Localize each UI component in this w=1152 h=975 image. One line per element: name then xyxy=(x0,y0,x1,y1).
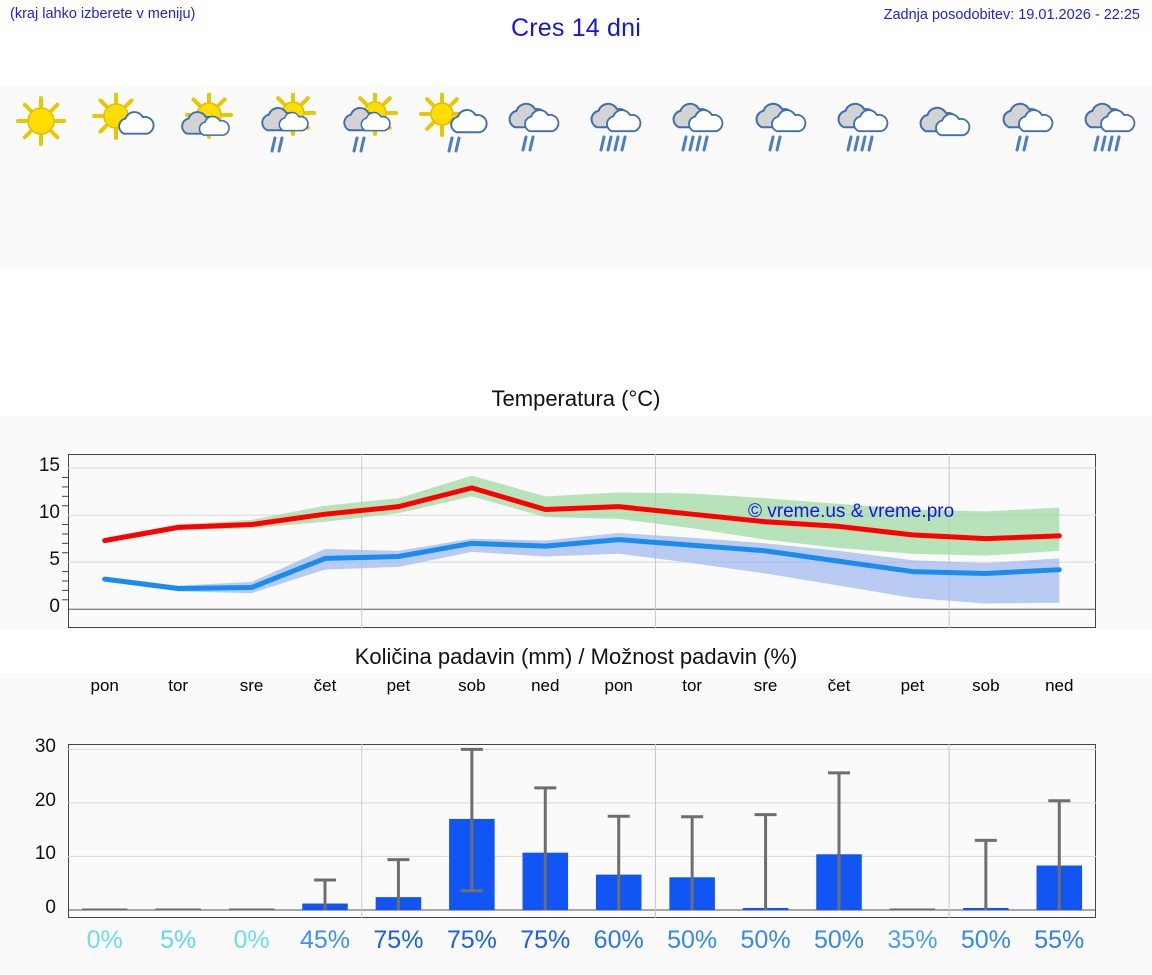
temperature-line xyxy=(102,537,1062,591)
precipitation-probability-label: 50% xyxy=(960,926,1011,954)
precipitation-day-label: čet xyxy=(313,676,337,695)
cloud-rain-heavy-icon xyxy=(580,93,654,155)
precipitation-bar xyxy=(889,908,936,910)
precipitation-day-label: ned xyxy=(1045,676,1074,695)
day-column[interactable] xyxy=(494,86,576,268)
day-column[interactable] xyxy=(329,86,411,268)
cloud-rain-light-icon xyxy=(992,93,1066,155)
precipitation-chart: pon tor sre čet pet sob ned pon tor sre čet pet sob n… xyxy=(0,673,1152,975)
precipitation-day-label: pon xyxy=(604,676,633,695)
precipitation-probability-label: 60% xyxy=(593,926,644,954)
location-menu-note[interactable]: (kraj lahko izberete v meniju) xyxy=(10,6,196,22)
cloudy-icon xyxy=(909,93,983,155)
precipitation-y-tick-label: 10 xyxy=(34,843,56,865)
temperature-chart: 0 5 10 15 © vreme.us & vreme.pro xyxy=(0,416,1152,630)
precipitation-day-label: tor xyxy=(682,676,703,695)
temperature-series-layer xyxy=(62,454,1096,628)
page-header: (kraj lahko izberete v meniju) Cres 14 d… xyxy=(0,0,1152,46)
day-column[interactable] xyxy=(165,86,247,268)
precipitation-chart-title: Količina padavin (mm) / Možnost padavin … xyxy=(0,640,1152,673)
temperature-uncertainty-band xyxy=(104,533,1060,604)
daily-forecast-strip xyxy=(0,86,1152,268)
cloud-sun-icon xyxy=(169,93,243,155)
sun-cloud-rain-icon xyxy=(416,93,490,155)
cloud-sun-rain-icon xyxy=(333,93,407,155)
temperature-y-tick-label: 15 xyxy=(38,455,60,477)
temperature-line xyxy=(102,485,1062,544)
precipitation-probability-label: 0% xyxy=(233,926,270,954)
cloud-rain-heavy-icon xyxy=(1074,93,1148,155)
precipitation-day-label: sob xyxy=(458,676,486,695)
precipitation-bar xyxy=(155,908,201,910)
precipitation-day-label: tor xyxy=(168,676,189,695)
day-column[interactable] xyxy=(82,86,164,268)
temperature-uncertainty-band xyxy=(104,475,1060,556)
day-column[interactable] xyxy=(576,86,658,268)
cloud-rain-heavy-icon xyxy=(827,93,901,155)
cloud-rain-light-icon xyxy=(498,93,572,155)
precipitation-probability-label: 75% xyxy=(520,926,571,954)
precipitation-day-label: ned xyxy=(531,676,560,695)
precipitation-day-label: sob xyxy=(972,676,1000,695)
precipitation-probability-label: 75% xyxy=(373,926,424,954)
cloud-rain-light-icon xyxy=(745,93,819,155)
precipitation-day-label: čet xyxy=(827,676,851,695)
temperature-chart-title: Temperatura (°C) xyxy=(0,382,1152,416)
precipitation-y-tick-label: 0 xyxy=(45,896,56,918)
precipitation-probability-label: 75% xyxy=(446,926,497,954)
precipitation-day-label: pet xyxy=(900,676,925,695)
precipitation-day-label: pon xyxy=(90,676,119,695)
day-column[interactable] xyxy=(247,86,329,268)
precipitation-y-tick-label: 20 xyxy=(34,789,56,811)
temperature-y-tick-label: 10 xyxy=(38,502,60,524)
precipitation-bar xyxy=(81,908,128,910)
precipitation-probability-label: 55% xyxy=(1034,926,1085,954)
day-column[interactable] xyxy=(741,86,823,268)
temperature-y-tick-label: 5 xyxy=(49,549,60,571)
temperature-chart-block: Temperatura (°C) 0 5 10 15 © vreme.us & vrem… xyxy=(0,382,1152,630)
precipitation-probability-label: 45% xyxy=(299,926,351,954)
precipitation-probability-label: 35% xyxy=(887,926,938,954)
precipitation-y-tick-label: 30 xyxy=(34,736,56,758)
sunny-icon xyxy=(4,93,78,155)
last-update-text: Zadnja posodobitev: 19.01.2026 - 22:25 xyxy=(883,7,1140,23)
watermark: © vreme.us & vreme.pro xyxy=(748,501,955,522)
precipitation-probability-label: 50% xyxy=(740,926,791,954)
precipitation-bar xyxy=(228,908,275,910)
precipitation-day-label: sre xyxy=(239,676,264,695)
day-column[interactable] xyxy=(1070,86,1152,268)
day-column[interactable] xyxy=(411,86,493,268)
precipitation-plot-area xyxy=(68,744,1096,918)
precipitation-day-label: pet xyxy=(386,676,411,695)
page-title: Cres 14 dni xyxy=(510,14,642,42)
temperature-y-tick-label: 0 xyxy=(49,596,60,618)
day-column[interactable] xyxy=(0,86,82,268)
precipitation-series-layer xyxy=(68,744,1096,918)
day-column[interactable] xyxy=(905,86,987,268)
day-column[interactable] xyxy=(658,86,740,268)
precipitation-probability-label: 5% xyxy=(160,926,197,954)
precipitation-probability-label: 0% xyxy=(86,926,123,954)
cloud-rain-heavy-icon xyxy=(662,93,736,155)
precipitation-day-label: sre xyxy=(753,676,778,695)
day-column[interactable] xyxy=(823,86,905,268)
sun-cloud-icon xyxy=(86,93,160,155)
precipitation-chart-block: Količina padavin (mm) / Možnost padavin … xyxy=(0,640,1152,975)
cloud-sun-rain-icon xyxy=(251,93,325,155)
precipitation-probability-label: 50% xyxy=(813,926,865,954)
day-column[interactable] xyxy=(987,86,1069,268)
precipitation-probability-label: 50% xyxy=(667,926,718,954)
